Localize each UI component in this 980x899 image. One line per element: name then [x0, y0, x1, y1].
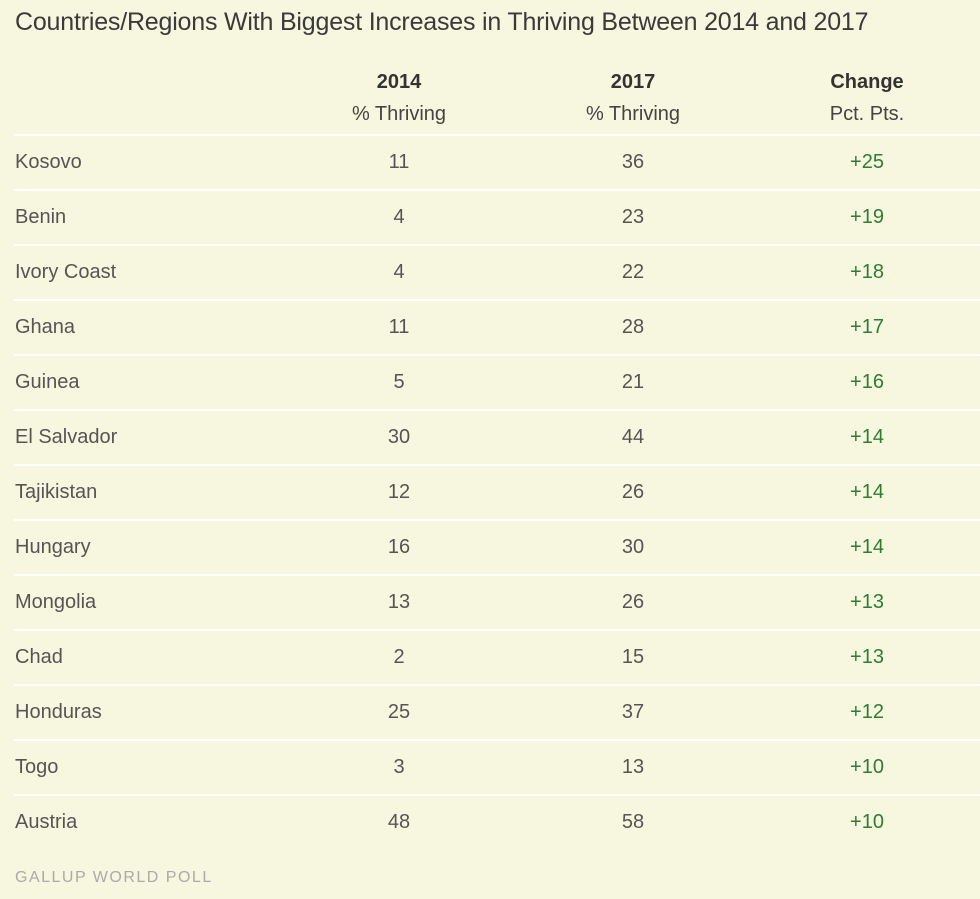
table-row: Tajikistan 12 26 +14 — [14, 466, 980, 521]
value-2014-cell: 12 — [387, 481, 411, 503]
country-cell: Benin — [15, 206, 67, 228]
value-2017-cell: 26 — [621, 591, 645, 613]
change-cell: +10 — [850, 811, 884, 833]
value-2017-cell: 26 — [621, 481, 645, 503]
table-row: Ivory Coast 4 22 +18 — [14, 246, 980, 301]
change-cell: +14 — [850, 536, 884, 558]
value-2017-cell: 28 — [621, 316, 645, 338]
country-cell: Togo — [15, 756, 59, 778]
value-2017-cell: 13 — [621, 756, 645, 778]
value-2017-cell: 21 — [621, 371, 645, 393]
value-2014-cell: 13 — [387, 591, 411, 613]
table-row: Honduras 25 37 +12 — [14, 686, 980, 741]
value-2014-cell: 48 — [387, 811, 411, 833]
table-row: Benin 4 23 +19 — [14, 191, 980, 246]
table-row: El Salvador 30 44 +14 — [14, 411, 980, 466]
value-2017-cell: 58 — [621, 811, 645, 833]
table-row: Austria 48 58 +10 — [14, 796, 980, 849]
table-row: Hungary 16 30 +14 — [14, 521, 980, 576]
value-2014-cell: 30 — [387, 426, 411, 448]
table-row: Kosovo 11 36 +25 — [14, 136, 980, 191]
change-cell: +14 — [850, 426, 884, 448]
change-cell: +13 — [850, 646, 884, 668]
change-cell: +19 — [850, 206, 884, 228]
table-title: Countries/Regions With Biggest Increases… — [15, 8, 869, 36]
column-header-sublabel: % Thriving — [351, 103, 447, 125]
table-row: Ghana 11 28 +17 — [14, 301, 980, 356]
value-2017-cell: 36 — [621, 151, 645, 173]
value-2014-cell: 25 — [387, 701, 411, 723]
column-header-label: 2017 — [610, 71, 656, 93]
column-header-change: Change Pct. Pts. — [767, 66, 967, 130]
change-cell: +17 — [850, 316, 884, 338]
header-divider — [14, 134, 980, 136]
change-cell: +10 — [850, 756, 884, 778]
column-header-label: 2014 — [376, 71, 422, 93]
country-cell: Ghana — [15, 316, 76, 338]
value-2014-cell: 16 — [387, 536, 411, 558]
source-note: GALLUP WORLD POLL — [15, 869, 213, 886]
change-cell: +12 — [850, 701, 884, 723]
value-2017-cell: 23 — [621, 206, 645, 228]
column-header-sublabel: Pct. Pts. — [829, 103, 905, 125]
column-header-2014: 2014 % Thriving — [299, 66, 499, 130]
change-cell: +14 — [850, 481, 884, 503]
value-2014-cell: 3 — [393, 756, 405, 778]
country-cell: Austria — [15, 811, 78, 833]
country-cell: Ivory Coast — [15, 261, 117, 283]
value-2014-cell: 11 — [388, 316, 410, 338]
country-cell: Kosovo — [15, 151, 82, 173]
value-2017-cell: 37 — [621, 701, 645, 723]
value-2014-cell: 4 — [393, 206, 405, 228]
column-header-2017: 2017 % Thriving — [533, 66, 733, 130]
column-header-sublabel: % Thriving — [585, 103, 681, 125]
table-row: Togo 3 13 +10 — [14, 741, 980, 796]
country-cell: El Salvador — [15, 426, 118, 448]
value-2014-cell: 2 — [393, 646, 405, 668]
country-cell: Hungary — [15, 536, 91, 558]
change-cell: +18 — [850, 261, 884, 283]
value-2014-cell: 4 — [393, 261, 405, 283]
value-2017-cell: 15 — [621, 646, 645, 668]
country-cell: Chad — [15, 646, 63, 668]
value-2017-cell: 22 — [621, 261, 645, 283]
country-cell: Honduras — [15, 701, 102, 723]
value-2014-cell: 5 — [393, 371, 405, 393]
change-cell: +13 — [850, 591, 884, 613]
table-row: Chad 2 15 +13 — [14, 631, 980, 686]
value-2017-cell: 30 — [621, 536, 645, 558]
country-cell: Guinea — [15, 371, 80, 393]
country-cell: Mongolia — [15, 591, 97, 613]
change-cell: +25 — [850, 151, 884, 173]
value-2017-cell: 44 — [621, 426, 645, 448]
column-header-label: Change — [830, 71, 904, 93]
value-2014-cell: 11 — [388, 151, 410, 173]
table-body: Kosovo 11 36 +25 Benin 4 23 +19 Ivory Coast 4 22 +1… — [14, 136, 980, 849]
country-cell: Tajikistan — [15, 481, 98, 503]
table-row: Guinea 5 21 +16 — [14, 356, 980, 411]
table-row: Mongolia 13 26 +13 — [14, 576, 980, 631]
change-cell: +16 — [850, 371, 884, 393]
